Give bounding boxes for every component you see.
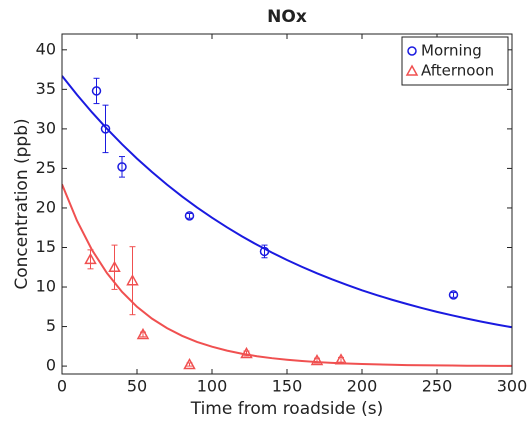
y-tick-label: 5 <box>46 316 56 335</box>
marker <box>334 353 348 365</box>
y-tick-label: 10 <box>36 277 56 296</box>
x-tick-label: 0 <box>57 377 67 396</box>
error-bar <box>450 292 457 298</box>
marker <box>136 327 150 340</box>
x-axis-label: Time from roadside (s) <box>190 399 384 419</box>
marker <box>91 86 102 96</box>
y-tick-label: 30 <box>36 118 56 137</box>
x-tick-label: 250 <box>422 377 453 396</box>
y-tick-label: 40 <box>36 39 56 58</box>
x-tick-label: 50 <box>127 377 147 396</box>
marker <box>183 357 196 370</box>
error-bar <box>129 246 136 316</box>
marker <box>310 354 324 366</box>
error-bar <box>111 244 118 290</box>
fit-line <box>62 183 512 367</box>
legend-marker <box>407 46 417 56</box>
marker <box>108 260 121 273</box>
x-tick-label: 300 <box>497 377 528 396</box>
plot-frame <box>61 33 513 375</box>
y-tick-label: 35 <box>36 79 56 98</box>
marker <box>184 211 195 221</box>
x-tick-label: 200 <box>347 377 378 396</box>
y-axis-label: Concentration (ppb) <box>12 118 32 289</box>
fit-line <box>62 75 512 329</box>
marker <box>126 274 139 286</box>
error-bar <box>119 156 125 178</box>
marker <box>240 346 253 359</box>
chart-title: NOx <box>267 7 307 27</box>
y-tick-label: 25 <box>36 158 56 177</box>
legend-label: Afternoon <box>421 62 494 80</box>
legend-label: Morning <box>421 42 482 60</box>
y-tick-label: 20 <box>36 197 56 216</box>
x-tick-label: 100 <box>197 377 228 396</box>
marker <box>259 246 270 257</box>
marker <box>100 124 111 134</box>
y-tick-label: 15 <box>36 237 56 256</box>
marker <box>117 162 127 172</box>
y-tick-label: 0 <box>46 356 56 375</box>
error-bar <box>186 212 193 219</box>
x-tick-label: 150 <box>272 377 303 396</box>
legend-marker <box>405 64 419 76</box>
marker <box>448 290 459 300</box>
error-bar <box>93 77 100 105</box>
legend-box <box>401 36 509 86</box>
error-bar <box>102 104 109 154</box>
marker <box>84 252 97 265</box>
